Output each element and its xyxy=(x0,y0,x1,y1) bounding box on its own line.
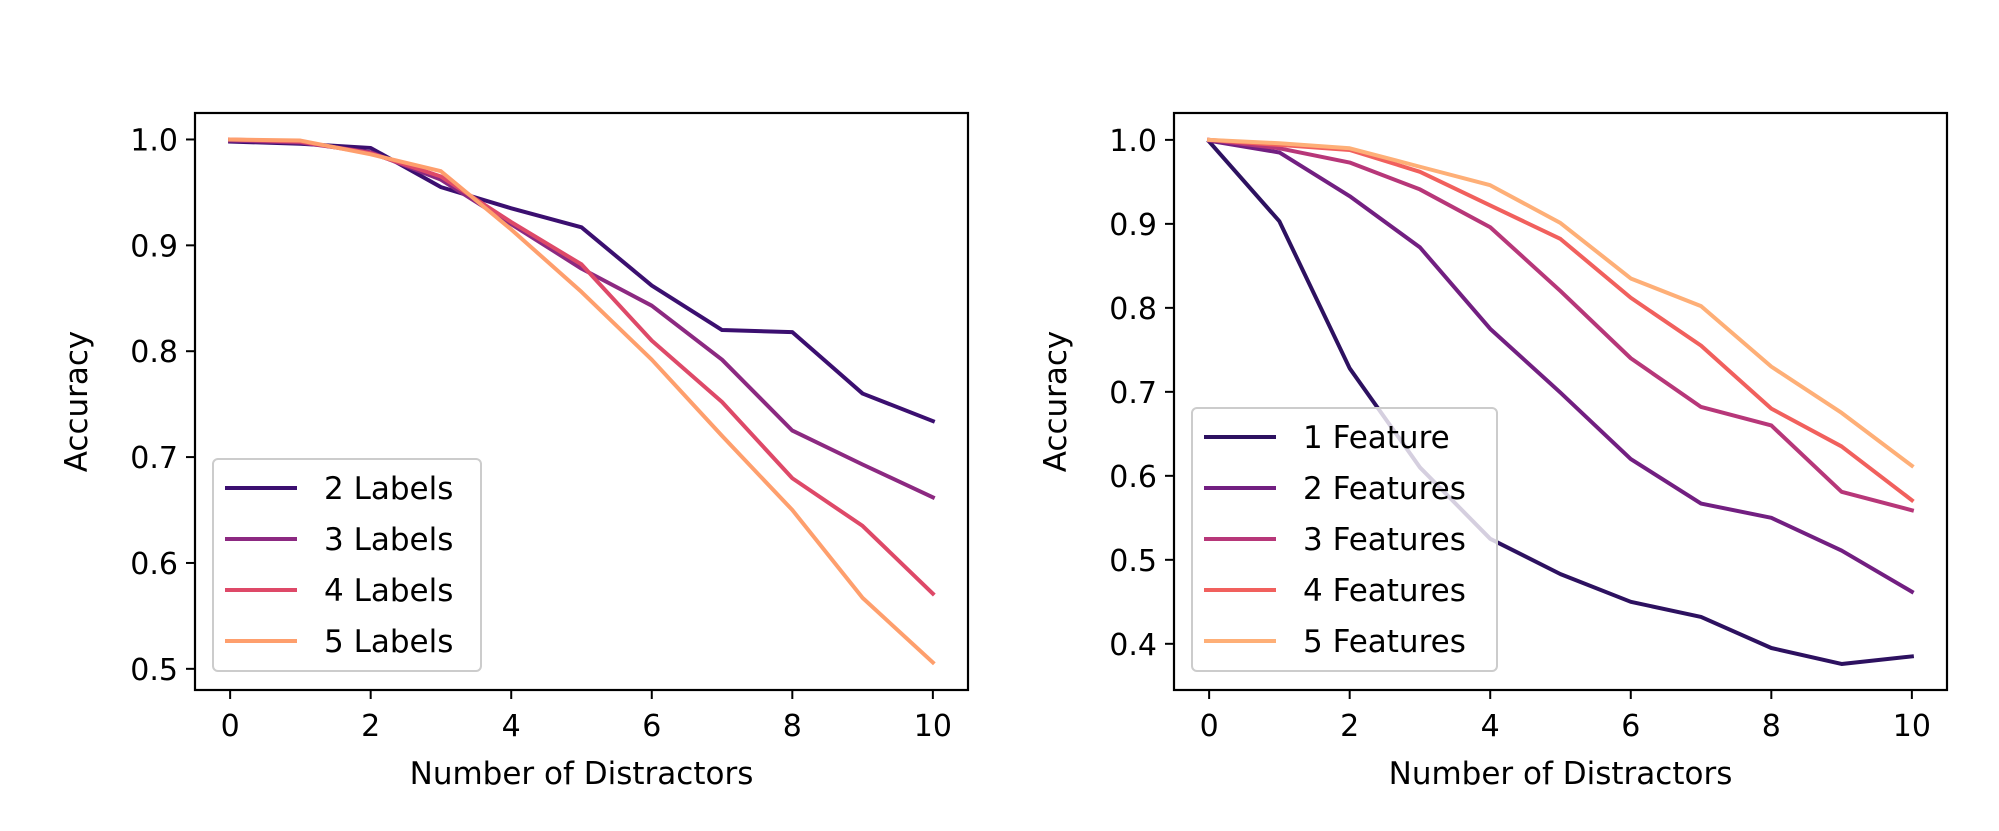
y-tick-label: 0.7 xyxy=(1109,376,1157,411)
series-line-1-feature xyxy=(1206,138,1915,666)
y-tick-label: 0.4 xyxy=(1109,628,1157,663)
legend-label: 4 Labels xyxy=(324,573,453,609)
y-tick-label: 1.0 xyxy=(130,123,178,158)
x-tick-label: 8 xyxy=(1762,709,1781,744)
legend: 1 Feature 2 Features 3 Features 4 Features 5… xyxy=(1191,407,1498,672)
series-line-2-labels xyxy=(228,139,936,424)
series-line-2-features xyxy=(1206,138,1915,595)
y-tick-label: 0.6 xyxy=(1109,460,1157,495)
chart-right-panel: 0 2 4 6 8 10 0.4 0.5 0.6 0.7 0.8 0.9 1.0 Number of Di… xyxy=(1038,111,1949,792)
x-tick-label: 6 xyxy=(642,709,661,744)
x-tick-label: 0 xyxy=(1200,709,1219,744)
y-axis-label: Accuracy xyxy=(59,331,95,473)
y-tick-label: 0.8 xyxy=(130,335,178,370)
legend-label: 3 Features xyxy=(1303,522,1466,558)
legend-label: 2 Features xyxy=(1303,471,1466,507)
axes-frame xyxy=(193,111,970,692)
y-tick-label: 0.8 xyxy=(1109,292,1157,327)
x-tick-label: 10 xyxy=(914,709,952,744)
legend-label: 1 Feature xyxy=(1303,420,1450,456)
series-line-3-features xyxy=(1206,137,1915,513)
x-tick-label: 4 xyxy=(1481,709,1500,744)
y-tick-label: 1.0 xyxy=(1109,124,1157,159)
chart-left-panel: 0 2 4 6 8 10 0.5 0.6 0.7 0.8 0.9 1.0 Number of Distr… xyxy=(59,111,970,792)
legend-label: 2 Labels xyxy=(324,471,453,507)
y-tick-label: 0.5 xyxy=(130,653,178,688)
legend-label: 5 Features xyxy=(1303,624,1466,660)
y-tick-label: 0.6 xyxy=(130,547,178,582)
y-tick-label: 0.7 xyxy=(130,441,178,476)
legend-box xyxy=(1191,407,1498,672)
series-line-5-labels xyxy=(228,137,936,666)
y-tick-label: 0.5 xyxy=(1109,544,1157,579)
y-tick-label: 0.9 xyxy=(130,229,178,264)
legend: 2 Labels 3 Labels 4 Labels 5 Labels xyxy=(212,458,482,672)
x-tick-label: 8 xyxy=(783,709,802,744)
x-tick-label: 0 xyxy=(221,709,240,744)
x-tick-label: 2 xyxy=(361,709,380,744)
x-axis-label: Number of Distractors xyxy=(410,756,754,792)
axes-frame xyxy=(1172,111,1949,692)
x-tick-label: 10 xyxy=(1893,709,1931,744)
legend-label: 5 Labels xyxy=(324,624,453,660)
y-axis-label: Accuracy xyxy=(1038,331,1074,473)
legend-label: 3 Labels xyxy=(324,522,453,558)
x-tick-label: 2 xyxy=(1340,709,1359,744)
series-line-5-features xyxy=(1207,137,1915,469)
x-tick-label: 4 xyxy=(502,709,521,744)
x-tick-label: 6 xyxy=(1621,709,1640,744)
legend-label: 4 Features xyxy=(1303,573,1466,609)
x-axis-label: Number of Distractors xyxy=(1389,756,1733,792)
legend-box xyxy=(212,458,482,672)
y-tick-label: 0.9 xyxy=(1109,208,1157,243)
